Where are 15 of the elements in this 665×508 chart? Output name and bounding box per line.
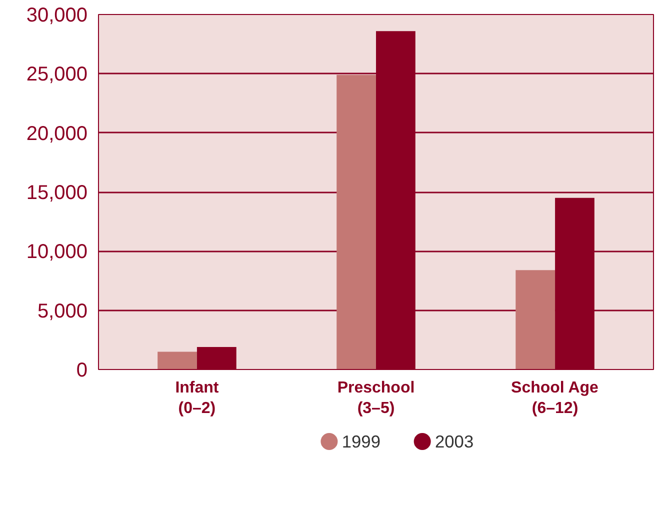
bar xyxy=(158,352,197,370)
bar xyxy=(336,74,376,370)
y-tick-label: 0 xyxy=(76,360,88,382)
x-tick-label: Infant (0–2) xyxy=(175,380,220,417)
y-tick-label: 10,000 xyxy=(26,241,88,264)
legend-label: 1999 xyxy=(342,432,380,452)
y-tick-label: 25,000 xyxy=(26,64,88,86)
y-tick-label: 20,000 xyxy=(26,122,88,145)
y-tick-label: 30,000 xyxy=(26,4,88,26)
y-tick-label: 5,000 xyxy=(37,300,88,322)
x-tick-label: School Age (6–12) xyxy=(511,380,599,417)
y-tick-label: 15,000 xyxy=(26,182,88,204)
legend-label: 2003 xyxy=(435,432,474,452)
bar xyxy=(516,270,556,370)
x-tick-label: Preschool (3–5) xyxy=(337,380,415,417)
